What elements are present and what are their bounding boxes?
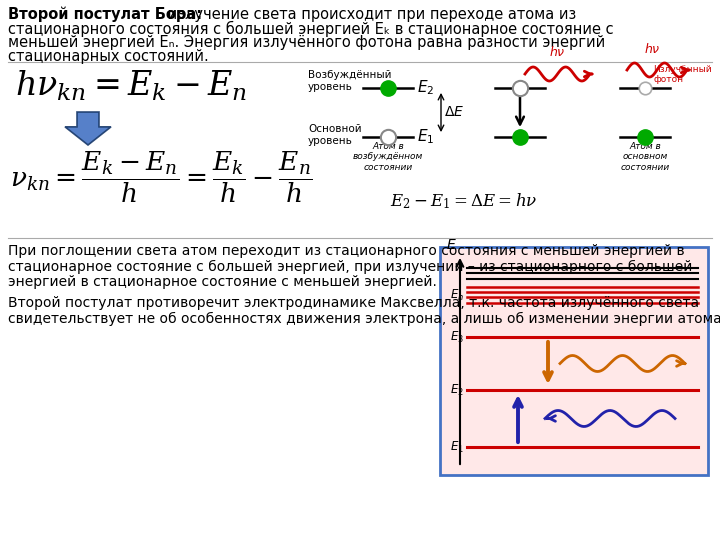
Text: Атом в
основном
состоянии: Атом в основном состоянии (621, 142, 670, 172)
Text: $E_2$: $E_2$ (417, 79, 434, 97)
Text: стационарное состояние с большей энергией, при излучении – из стационарного с бо: стационарное состояние с большей энергие… (8, 260, 693, 274)
Text: Основной
уровень: Основной уровень (308, 124, 361, 146)
Text: $E_1$: $E_1$ (450, 440, 464, 455)
Text: $E_3$: $E_3$ (450, 329, 464, 345)
Polygon shape (65, 112, 111, 145)
Text: свидетельствует не об особенностях движения электрона, а лишь об изменении энерг: свидетельствует не об особенностях движе… (8, 312, 720, 326)
Text: стационарного состояния с большей энергией Eₖ в стационарное состояние с: стационарного состояния с большей энерги… (8, 21, 613, 37)
Text: $h\nu$: $h\nu$ (549, 45, 565, 59)
Text: $h\nu$: $h\nu$ (644, 42, 660, 56)
Text: $E$: $E$ (446, 238, 457, 252)
Text: $\nu_{kn} = \dfrac{E_k - E_n}{h} = \dfrac{E_k}{h} - \dfrac{E_n}{h}$: $\nu_{kn} = \dfrac{E_k - E_n}{h} = \dfra… (10, 150, 312, 205)
Text: Второй постулат противоречит электродинамике Максвелла, т.к. частота излучённого: Второй постулат противоречит электродина… (8, 296, 699, 310)
Text: Атом в
возбуждённом
состоянии: Атом в возбуждённом состоянии (353, 142, 423, 172)
Text: меньшей энергией Eₙ. Энергия излучённого фотона равна разности энергий: меньшей энергией Eₙ. Энергия излучённого… (8, 35, 606, 50)
Text: энергией в стационарное состояние с меньшей энергией.: энергией в стационарное состояние с мень… (8, 275, 437, 289)
Text: Возбуждённый
уровень: Возбуждённый уровень (308, 70, 392, 92)
Text: Излучённый
фотон: Излучённый фотон (653, 65, 711, 84)
Text: $\Delta E$: $\Delta E$ (444, 105, 464, 119)
Text: $E_2$: $E_2$ (450, 382, 464, 397)
Text: $h\nu_{kn} = E_k - E_n$: $h\nu_{kn} = E_k - E_n$ (15, 69, 248, 103)
Text: $E_1$: $E_1$ (417, 127, 434, 146)
Text: При поглощении света атом переходит из стационарного состояния с меньшей энергие: При поглощении света атом переходит из с… (8, 244, 685, 258)
Text: излучение света происходит при переходе атома из: излучение света происходит при переходе … (163, 7, 576, 22)
Text: стационарных состояний.: стационарных состояний. (8, 49, 209, 64)
Text: Второй постулат Бора:: Второй постулат Бора: (8, 7, 202, 23)
Text: $E_n$: $E_n$ (450, 287, 464, 302)
Text: $E_2 - E_1 = \Delta E = h\nu$: $E_2 - E_1 = \Delta E = h\nu$ (390, 191, 537, 211)
FancyBboxPatch shape (440, 247, 708, 475)
